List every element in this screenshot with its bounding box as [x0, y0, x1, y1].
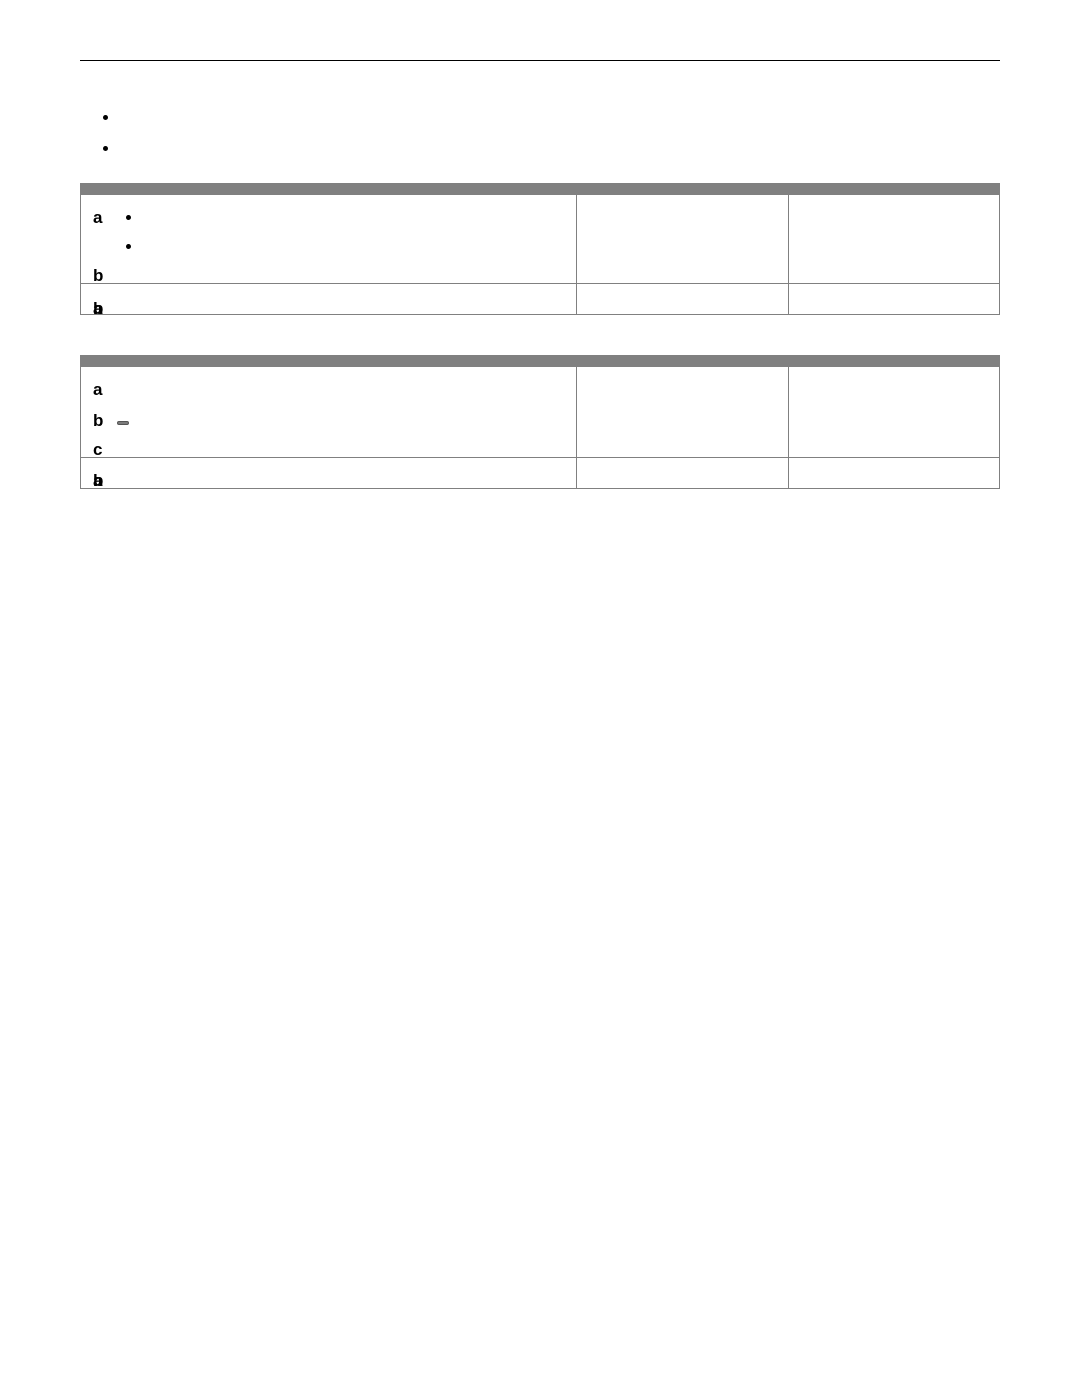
table-row	[81, 457, 1000, 488]
step-item-b	[89, 410, 568, 433]
table-tray-linking	[80, 183, 1000, 315]
step-a-sublist	[115, 207, 568, 259]
col-no	[788, 183, 999, 194]
table-row	[81, 366, 1000, 457]
ok-button-icon	[117, 421, 129, 425]
yes-cell	[577, 194, 788, 283]
col-yes	[577, 183, 788, 194]
note-item	[120, 138, 1000, 161]
no-cell	[788, 194, 999, 283]
table-header-row	[81, 183, 1000, 194]
note-item	[120, 107, 1000, 130]
table-page-breaks	[80, 355, 1000, 489]
action-cell	[81, 283, 577, 314]
page	[0, 0, 1080, 569]
breadcrumb	[115, 379, 568, 402]
action-cell	[81, 194, 577, 283]
yes-cell	[577, 366, 788, 457]
col-yes	[577, 355, 788, 366]
running-header	[80, 56, 1000, 61]
sub-bullet	[143, 207, 568, 230]
step-item-a	[89, 207, 568, 259]
yes-cell	[577, 283, 788, 314]
no-cell	[788, 457, 999, 488]
col-action	[81, 183, 577, 194]
action-cell	[81, 457, 577, 488]
sub-bullet	[143, 236, 568, 259]
col-action	[81, 355, 577, 366]
table-header-row	[81, 355, 1000, 366]
table-row	[81, 194, 1000, 283]
no-cell	[788, 283, 999, 314]
action-cell	[81, 366, 577, 457]
step-items	[89, 379, 568, 433]
yes-cell	[577, 457, 788, 488]
b-line2	[115, 410, 568, 433]
step-items	[89, 207, 568, 259]
notes-list	[80, 107, 1000, 161]
step-item-a	[89, 379, 568, 402]
col-no	[788, 355, 999, 366]
table-row	[81, 283, 1000, 314]
no-cell	[788, 366, 999, 457]
